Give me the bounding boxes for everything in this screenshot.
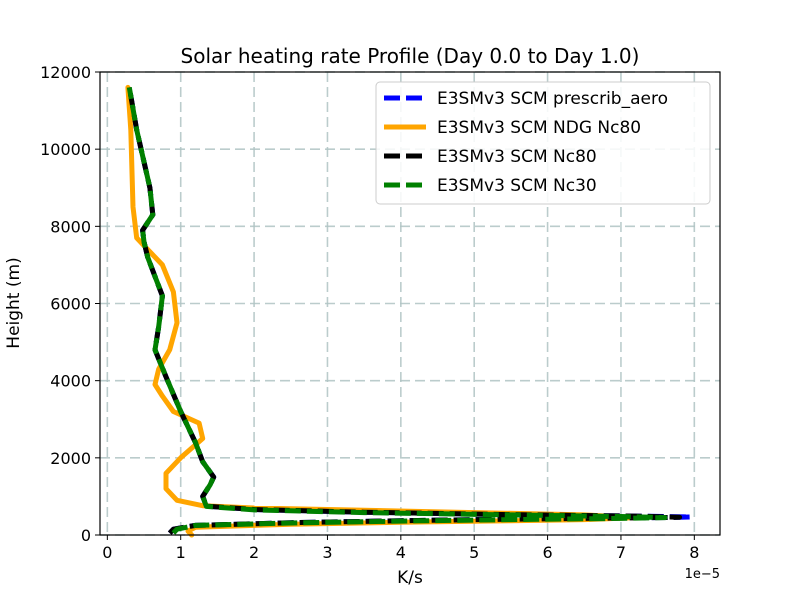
y-tick-label: 2000 [50,449,91,468]
x-tick-label: 0 [102,543,112,562]
x-tick-label: 7 [616,543,626,562]
x-tick-label: 5 [469,543,479,562]
x-axis-ticks: 0 1 2 3 4 5 6 7 8 [102,535,699,562]
x-tick-label: 8 [689,543,699,562]
y-tick-label: 0 [81,526,91,545]
y-tick-label: 10000 [40,140,91,159]
y-axis-ticks: 0 2000 4000 6000 8000 10000 12000 [40,63,100,545]
x-tick-label: 1 [176,543,186,562]
legend: E3SMv3 SCM prescrib_aero E3SMv3 SCM NDG N… [375,81,711,205]
y-tick-label: 8000 [50,217,91,236]
legend-label: E3SMv3 SCM prescrib_aero [437,89,668,109]
x-axis-label: K/s [397,568,423,588]
series-line-4 [126,86,668,535]
legend-label: E3SMv3 SCM Nc30 [437,176,597,196]
x-axis-offset-label: 1e−5 [685,567,720,582]
x-tick-label: 2 [249,543,259,562]
x-tick-label: 6 [542,543,552,562]
data-series [125,84,694,538]
y-tick-label: 4000 [50,372,91,391]
y-tick-label: 12000 [40,63,91,82]
x-tick-label: 3 [322,543,332,562]
legend-label: E3SMv3 SCM NDG Nc80 [437,118,641,138]
x-tick-label: 4 [396,543,406,562]
chart-title: Solar heating rate Profile (Day 0.0 to D… [181,44,640,68]
y-tick-label: 6000 [50,295,91,314]
y-axis-label: Height (m) [4,257,24,348]
legend-box [375,81,711,205]
legend-label: E3SMv3 SCM Nc80 [437,147,597,167]
